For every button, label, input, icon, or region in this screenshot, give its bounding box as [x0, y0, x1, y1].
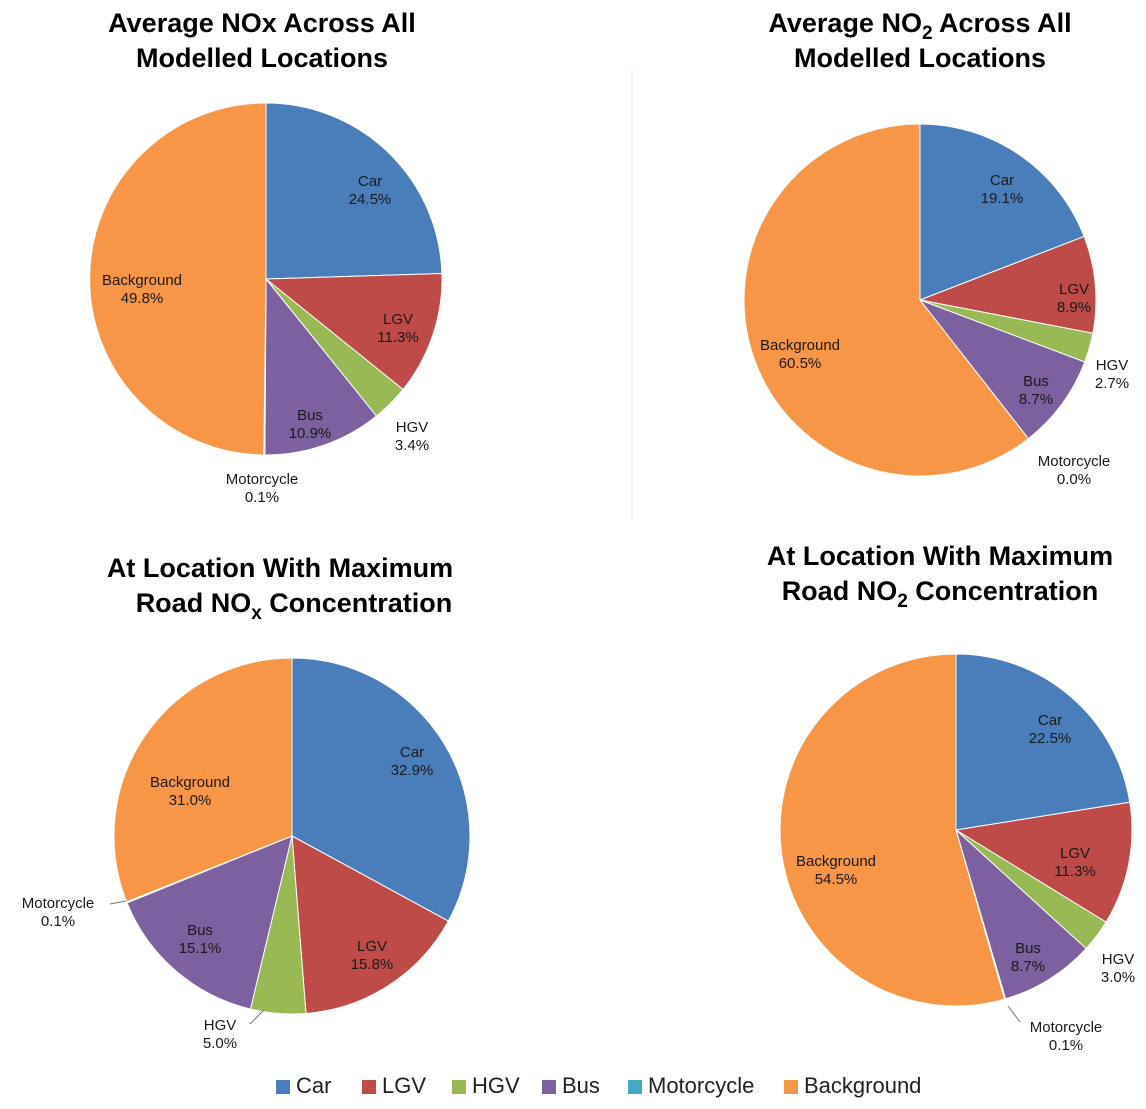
- pie-slice-bus: [918, 298, 1086, 440]
- data-label-motorcycle: Motorcycle 0.1%: [226, 471, 299, 506]
- data-label-motorcycle: Motorcycle 0.0%: [1038, 453, 1111, 488]
- chart-title-line-1: Average NOx Across All: [108, 8, 416, 38]
- legend-label: Motorcycle: [648, 1073, 754, 1098]
- legend-swatch: [542, 1080, 556, 1094]
- data-label-background: Background 49.8%: [102, 272, 182, 307]
- data-label-motorcycle: Motorcycle 0.1%: [1030, 1019, 1103, 1054]
- legend-item-hgv: HGV: [452, 1073, 520, 1098]
- pie-slice-car: [265, 102, 443, 280]
- data-label-bus: Bus 15.1%: [179, 922, 222, 957]
- legend-item-car: Car: [276, 1073, 331, 1098]
- data-label-bus: Bus 8.7%: [1019, 373, 1053, 408]
- legend-label: LGV: [382, 1073, 426, 1098]
- data-label-bus: Bus 10.9%: [289, 407, 332, 442]
- legend-item-motorcycle: Motorcycle: [628, 1073, 754, 1098]
- legend-item-bus: Bus: [542, 1073, 600, 1098]
- legend-swatch: [276, 1080, 290, 1094]
- pie: Car 32.9% LGV 15.8% HGV 5.0% Bus 15.1% Motorcycl…: [22, 657, 471, 1052]
- legend-label: HGV: [472, 1073, 520, 1098]
- pie-slice-car: [955, 653, 1131, 831]
- data-label-car: Car 22.5%: [1029, 712, 1072, 747]
- pie: Car 19.1% LGV 8.9% HGV 2.7% Bus 8.7% Motorcycle 0…: [743, 123, 1129, 488]
- data-label-hgv: HGV 5.0%: [203, 1017, 237, 1052]
- pie-slice-background: [743, 123, 1030, 477]
- chart-title-line-2: Modelled Locations: [794, 43, 1046, 73]
- legend-label: Car: [296, 1073, 331, 1098]
- chart-max-no2: At Location With Maximum Road NO2 Concen…: [767, 541, 1135, 1054]
- pie-slice-bus: [955, 828, 1087, 1000]
- data-label-car: Car 32.9%: [391, 744, 434, 779]
- data-label-hgv: HGV 3.4%: [395, 419, 429, 454]
- data-label-lgv: LGV 11.3%: [377, 311, 418, 346]
- pie-slice-background: [779, 653, 1006, 1007]
- chart-avg-no2: Average NO2 Across All Modelled Location…: [743, 8, 1129, 488]
- data-label-background: Background 60.5%: [760, 337, 840, 372]
- data-label-background: Background 54.5%: [796, 853, 876, 888]
- data-label-lgv: LGV 15.8%: [351, 938, 394, 973]
- pie-slice-background: [113, 657, 293, 903]
- data-label-car: Car 19.1%: [981, 172, 1024, 207]
- chart-title-line-1: At Location With Maximum: [767, 541, 1113, 571]
- data-label-lgv: LGV 8.9%: [1057, 281, 1091, 316]
- data-label-hgv: HGV 3.0%: [1101, 951, 1135, 986]
- pie-slice-lgv: [954, 801, 1133, 923]
- pie-slice-lgv: [264, 272, 443, 391]
- chart-title-line-1: Average NO2 Across All: [768, 8, 1071, 44]
- legend-swatch: [784, 1080, 798, 1094]
- pie-slice-car: [919, 123, 1085, 301]
- pie-slice-car: [291, 657, 471, 922]
- data-label-background: Background 31.0%: [150, 774, 230, 809]
- legend: Car LGV HGV Bus Motorcycle Background: [276, 1073, 921, 1098]
- chart-title-line-2: Road NO2 Concentration: [782, 576, 1099, 612]
- leader-line-motorcycle: [1007, 1005, 1021, 1023]
- legend-label: Bus: [562, 1073, 600, 1098]
- data-label-car: Car 24.5%: [349, 173, 392, 208]
- data-label-lgv: LGV 11.3%: [1054, 845, 1095, 880]
- pie: Car 24.5% LGV 11.3% HGV 3.4% Bus 10.9% Motorcycl…: [89, 102, 443, 506]
- pie-slice-bus: [264, 277, 378, 456]
- pie-slice-lgv: [291, 835, 450, 1014]
- chart-max-nox: At Location With Maximum Road NOx Concen…: [22, 553, 471, 1052]
- chart-avg-nox: Average NOx Across All Modelled Location…: [89, 8, 443, 506]
- legend-label: Background: [804, 1073, 921, 1098]
- leader-line-motorcycle: [109, 900, 127, 905]
- pie-slice-lgv: [918, 235, 1097, 334]
- data-label-bus: Bus 8.7%: [1011, 940, 1045, 975]
- legend-swatch: [362, 1080, 376, 1094]
- chart-title-line-1: At Location With Maximum: [107, 553, 453, 583]
- pie-slice-background: [89, 102, 267, 456]
- leader-line-hgv: [249, 1009, 265, 1025]
- legend-swatch: [452, 1080, 466, 1094]
- pie-slice-bus: [126, 835, 293, 1010]
- legend-swatch: [628, 1080, 642, 1094]
- data-label-hgv: HGV 2.7%: [1095, 357, 1129, 392]
- chart-title-line-2: Road NOx Concentration: [136, 588, 453, 624]
- chart-title-line-2: Modelled Locations: [136, 43, 388, 73]
- pie: Car 22.5% LGV 11.3% HGV 3.0% Bus 8.7% Motorcycle…: [779, 653, 1135, 1054]
- legend-item-lgv: LGV: [362, 1073, 426, 1098]
- legend-item-background: Background: [784, 1073, 921, 1098]
- data-label-motorcycle: Motorcycle 0.1%: [22, 895, 95, 930]
